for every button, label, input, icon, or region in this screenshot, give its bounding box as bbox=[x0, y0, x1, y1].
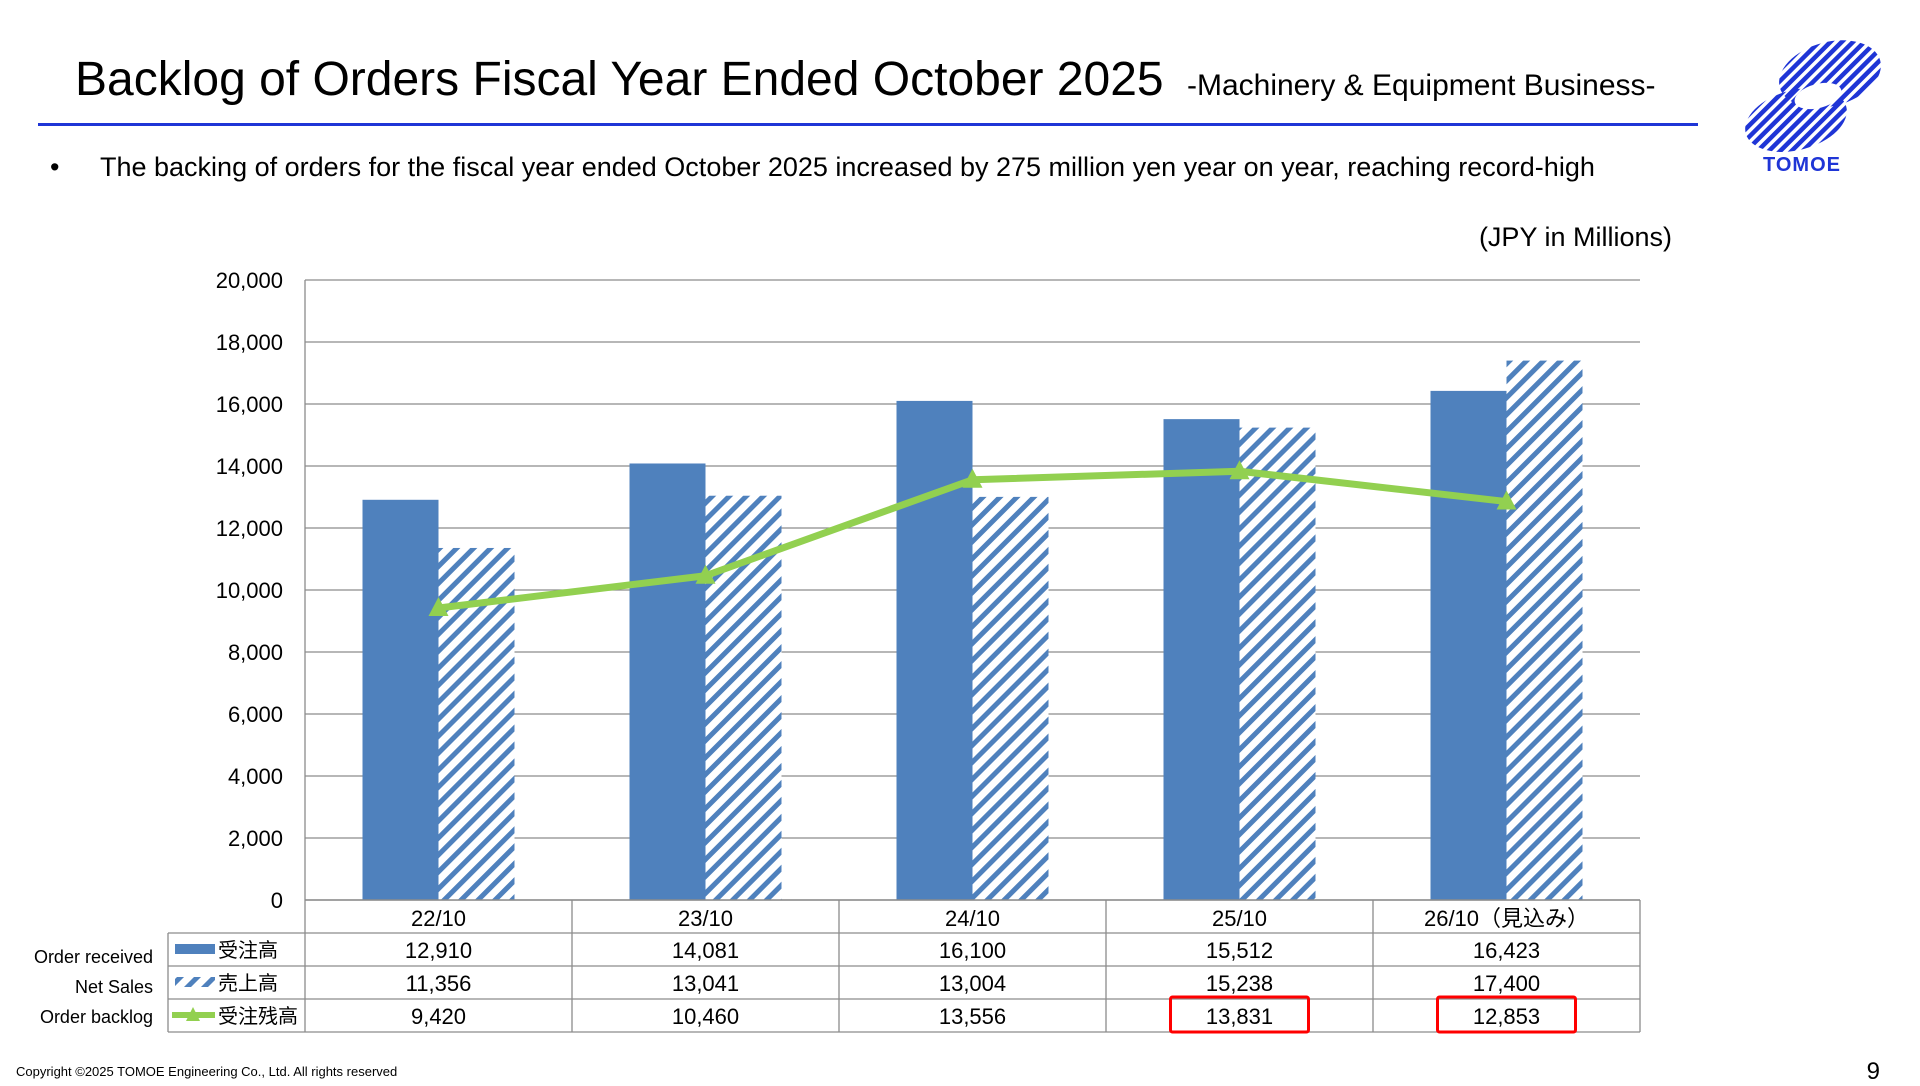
y-tick-label: 20,000 bbox=[216, 268, 283, 293]
title-main: Backlog of Orders Fiscal Year Ended Octo… bbox=[75, 53, 1164, 106]
summary-text: The backing of orders for the fiscal yea… bbox=[100, 152, 1595, 182]
legend-label-en: Order received bbox=[34, 947, 153, 967]
bullet-dot-icon: • bbox=[50, 152, 60, 182]
copyright-text: Copyright ©2025 TOMOE Engineering Co., L… bbox=[16, 1064, 398, 1079]
order-received-bar bbox=[629, 463, 706, 900]
logo-wordmark: TOMOE bbox=[1763, 154, 1841, 176]
table-value-label: 9,420 bbox=[411, 1004, 466, 1029]
order-backlog-point bbox=[1229, 460, 1250, 480]
legend-marker-icon bbox=[186, 1007, 200, 1021]
table-value-label: 16,423 bbox=[1473, 938, 1540, 963]
highlight-box bbox=[1436, 995, 1577, 1034]
order-backlog-point bbox=[428, 596, 449, 616]
page-number: 9 bbox=[1866, 1058, 1880, 1085]
y-tick-label: 16,000 bbox=[216, 392, 283, 417]
title-underline bbox=[38, 123, 1698, 126]
y-tick-label: 12,000 bbox=[216, 516, 283, 541]
table-value-label: 16,100 bbox=[939, 938, 1006, 963]
order-received-bar bbox=[896, 400, 973, 900]
highlight-box bbox=[1169, 995, 1310, 1034]
order-received-bar bbox=[1163, 419, 1240, 900]
x-tick-label: 23/10 bbox=[678, 906, 733, 931]
legend-label-en: Order backlog bbox=[40, 1007, 153, 1027]
y-tick-label: 8,000 bbox=[228, 640, 283, 665]
net-sales-bar bbox=[705, 495, 782, 900]
y-tick-label: 14,000 bbox=[216, 454, 283, 479]
net-sales-bar bbox=[1239, 427, 1316, 900]
table-value-label: 10,460 bbox=[672, 1004, 739, 1029]
page-title: Backlog of Orders Fiscal Year Ended Octo… bbox=[75, 52, 1656, 107]
x-tick-label: 24/10 bbox=[945, 906, 1000, 931]
net-sales-bar bbox=[1506, 360, 1583, 901]
order-backlog-point bbox=[695, 564, 716, 584]
y-tick-label: 10,000 bbox=[216, 578, 283, 603]
order-received-bar bbox=[362, 499, 439, 900]
y-tick-label: 0 bbox=[271, 888, 283, 913]
table-value-label: 12,853 bbox=[1473, 1004, 1540, 1029]
table-value-label: 14,081 bbox=[672, 938, 739, 963]
legend-label: 売上高 bbox=[218, 972, 278, 995]
y-tick-label: 4,000 bbox=[228, 764, 283, 789]
table-value-label: 13,004 bbox=[939, 971, 1006, 996]
y-tick-label: 2,000 bbox=[228, 826, 283, 851]
table-value-label: 13,556 bbox=[939, 1004, 1006, 1029]
tomoe-logo-icon bbox=[1745, 40, 1881, 152]
legend-label: 受注残高 bbox=[218, 1005, 298, 1028]
table-value-label: 15,238 bbox=[1206, 971, 1273, 996]
table-value-label: 11,356 bbox=[406, 971, 472, 996]
legend-swatch-icon bbox=[175, 944, 215, 954]
y-tick-label: 6,000 bbox=[228, 702, 283, 727]
legend-label: 受注高 bbox=[218, 939, 278, 962]
title-subtitle: -Machinery & Equipment Business- bbox=[1186, 69, 1656, 102]
summary-bullet: • The backing of orders for the fiscal ye… bbox=[50, 152, 1595, 183]
table-value-label: 12,910 bbox=[405, 938, 472, 963]
legend-swatch-icon bbox=[175, 977, 215, 987]
x-tick-label: 25/10 bbox=[1212, 906, 1267, 931]
order-backlog-point bbox=[962, 468, 983, 488]
x-tick-label: 22/10 bbox=[411, 906, 466, 931]
y-tick-label: 18,000 bbox=[216, 330, 283, 355]
table-value-label: 13,041 bbox=[672, 971, 739, 996]
net-sales-bar bbox=[972, 496, 1049, 900]
table-value-label: 17,400 bbox=[1473, 971, 1540, 996]
x-tick-label: 26/10（見込み） bbox=[1424, 906, 1589, 931]
legend-label-en: Net Sales bbox=[75, 977, 153, 997]
table-value-label: 13,831 bbox=[1206, 1004, 1273, 1029]
order-backlog-point bbox=[1496, 490, 1517, 510]
order-received-bar bbox=[1430, 390, 1507, 900]
table-value-label: 15,512 bbox=[1206, 938, 1273, 963]
unit-label: (JPY in Millions) bbox=[1478, 222, 1672, 252]
